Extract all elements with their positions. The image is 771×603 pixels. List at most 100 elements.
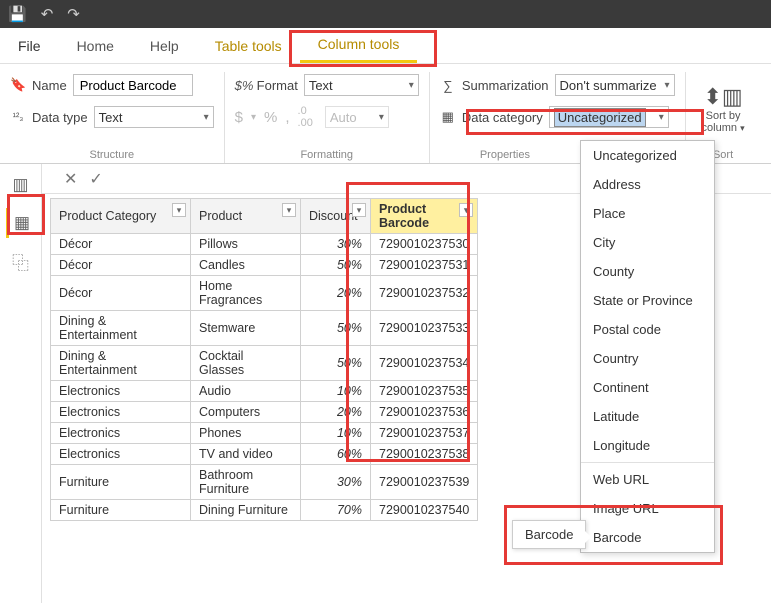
table-row[interactable]: DécorPillows30%7290010237530	[51, 234, 478, 255]
tab-file[interactable]: File	[0, 30, 59, 62]
table-cell[interactable]: Candles	[191, 255, 301, 276]
sort-by-column-button[interactable]: ⬍▥ Sort by column ▾	[696, 84, 751, 134]
table-cell[interactable]: 20%	[301, 402, 371, 423]
table-cell[interactable]: Electronics	[51, 423, 191, 444]
dropdown-item[interactable]: Continent	[581, 373, 714, 402]
summarization-select[interactable]: Don't summarize▾	[555, 74, 675, 96]
table-cell[interactable]: Home Fragrances	[191, 276, 301, 311]
table-cell[interactable]: Stemware	[191, 311, 301, 346]
dropdown-item[interactable]: State or Province	[581, 286, 714, 315]
redo-icon[interactable]: ↷	[67, 5, 80, 23]
table-cell[interactable]: Electronics	[51, 402, 191, 423]
table-cell[interactable]: 10%	[301, 423, 371, 444]
column-header[interactable]: Product Barcode▾	[371, 199, 478, 234]
datatype-icon: ¹²₃	[10, 112, 26, 123]
tab-column-tools[interactable]: Column tools	[300, 28, 418, 63]
table-cell[interactable]: 7290010237533	[371, 311, 478, 346]
table-row[interactable]: DécorCandles50%7290010237531	[51, 255, 478, 276]
table-cell[interactable]: 50%	[301, 311, 371, 346]
table-cell[interactable]: Pillows	[191, 234, 301, 255]
table-row[interactable]: DécorHome Fragrances20%7290010237532	[51, 276, 478, 311]
table-cell[interactable]: 50%	[301, 346, 371, 381]
table-cell[interactable]: Dining & Entertainment	[51, 346, 191, 381]
table-cell[interactable]: 7290010237530	[371, 234, 478, 255]
table-cell[interactable]: 7290010237539	[371, 465, 478, 500]
ribbon-group-formatting: $% Format Text▾ $▾ % , .0.00 Auto▾ Forma…	[225, 72, 430, 163]
dropdown-item[interactable]: Barcode	[581, 523, 714, 552]
name-input[interactable]	[73, 74, 193, 96]
dropdown-item[interactable]: Longitude	[581, 431, 714, 460]
tab-help[interactable]: Help	[132, 30, 197, 62]
table-cell[interactable]: 7290010237534	[371, 346, 478, 381]
table-cell[interactable]: Phones	[191, 423, 301, 444]
table-cell[interactable]: 60%	[301, 444, 371, 465]
data-view-icon[interactable]: ▦	[6, 208, 36, 238]
table-row[interactable]: Dining & EntertainmentStemware50%7290010…	[51, 311, 478, 346]
table-cell[interactable]: 10%	[301, 381, 371, 402]
cancel-icon[interactable]: ✕	[64, 169, 77, 189]
tab-table-tools[interactable]: Table tools	[197, 30, 300, 62]
commit-icon[interactable]: ✓	[89, 169, 102, 189]
save-icon[interactable]: 💾	[8, 5, 27, 23]
table-row[interactable]: ElectronicsAudio10%7290010237535	[51, 381, 478, 402]
table-cell[interactable]: 20%	[301, 276, 371, 311]
table-row[interactable]: ElectronicsTV and video60%7290010237538	[51, 444, 478, 465]
table-cell[interactable]: Bathroom Furniture	[191, 465, 301, 500]
data-category-dropdown[interactable]: UncategorizedAddressPlaceCityCountyState…	[580, 140, 715, 553]
column-filter-icon[interactable]: ▾	[459, 203, 473, 217]
table-cell[interactable]: Dining & Entertainment	[51, 311, 191, 346]
column-header[interactable]: Product Category▾	[51, 199, 191, 234]
dropdown-item[interactable]: Address	[581, 170, 714, 199]
dropdown-item[interactable]: Web URL	[581, 465, 714, 494]
table-cell[interactable]: TV and video	[191, 444, 301, 465]
model-view-icon[interactable]: ⿻	[6, 246, 36, 276]
table-cell[interactable]: Furniture	[51, 465, 191, 500]
table-cell[interactable]: 50%	[301, 255, 371, 276]
column-header[interactable]: Product▾	[191, 199, 301, 234]
table-cell[interactable]: 7290010237532	[371, 276, 478, 311]
dropdown-item[interactable]: Place	[581, 199, 714, 228]
dropdown-item[interactable]: County	[581, 257, 714, 286]
table-cell[interactable]: 7290010237536	[371, 402, 478, 423]
datatype-select[interactable]: Text▾	[94, 106, 214, 128]
table-cell[interactable]: 7290010237537	[371, 423, 478, 444]
dropdown-item[interactable]: Postal code	[581, 315, 714, 344]
datacategory-select[interactable]: Uncategorized▾	[549, 106, 669, 128]
barcode-tooltip: Barcode	[512, 520, 586, 549]
table-cell[interactable]: 7290010237531	[371, 255, 478, 276]
dropdown-item[interactable]: Country	[581, 344, 714, 373]
column-filter-icon[interactable]: ▾	[352, 203, 366, 217]
table-row[interactable]: ElectronicsPhones10%7290010237537	[51, 423, 478, 444]
column-header[interactable]: Discount▾	[301, 199, 371, 234]
table-cell[interactable]: 70%	[301, 500, 371, 521]
table-cell[interactable]: 30%	[301, 234, 371, 255]
table-cell[interactable]: Dining Furniture	[191, 500, 301, 521]
dropdown-item[interactable]: Image URL	[581, 494, 714, 523]
table-cell[interactable]: Décor	[51, 234, 191, 255]
table-cell[interactable]: Cocktail Glasses	[191, 346, 301, 381]
format-select[interactable]: Text▾	[304, 74, 419, 96]
table-cell[interactable]: Décor	[51, 255, 191, 276]
table-row[interactable]: ElectronicsComputers20%7290010237536	[51, 402, 478, 423]
table-row[interactable]: FurnitureDining Furniture70%729001023754…	[51, 500, 478, 521]
table-cell[interactable]: Computers	[191, 402, 301, 423]
column-filter-icon[interactable]: ▾	[282, 203, 296, 217]
table-cell[interactable]: Electronics	[51, 381, 191, 402]
column-filter-icon[interactable]: ▾	[172, 203, 186, 217]
report-view-icon[interactable]: ▥	[6, 170, 36, 200]
table-row[interactable]: FurnitureBathroom Furniture30%7290010237…	[51, 465, 478, 500]
table-cell[interactable]: Décor	[51, 276, 191, 311]
table-row[interactable]: Dining & EntertainmentCocktail Glasses50…	[51, 346, 478, 381]
table-cell[interactable]: 30%	[301, 465, 371, 500]
table-cell[interactable]: Furniture	[51, 500, 191, 521]
table-cell[interactable]: Audio	[191, 381, 301, 402]
dropdown-item[interactable]: Latitude	[581, 402, 714, 431]
table-cell[interactable]: 7290010237538	[371, 444, 478, 465]
table-cell[interactable]: Electronics	[51, 444, 191, 465]
dropdown-item[interactable]: Uncategorized	[581, 141, 714, 170]
undo-icon[interactable]: ↶	[41, 5, 54, 23]
tab-home[interactable]: Home	[59, 30, 132, 62]
dropdown-item[interactable]: City	[581, 228, 714, 257]
table-cell[interactable]: 7290010237535	[371, 381, 478, 402]
table-cell[interactable]: 7290010237540	[371, 500, 478, 521]
